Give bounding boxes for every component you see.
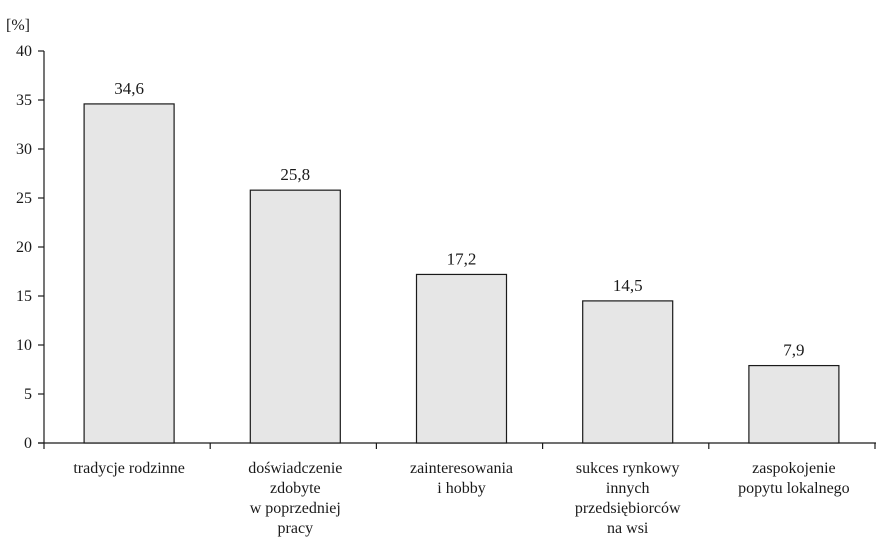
x-category-label-line: tradycje rodzinne: [73, 460, 185, 477]
x-category-label-line: zainteresowania: [410, 460, 513, 477]
data-label: 14,5: [613, 276, 643, 295]
y-tick-label: 5: [24, 386, 32, 403]
y-tick-label: 10: [16, 337, 32, 354]
x-category-label: zaspokojenie popytu lokalnego: [738, 460, 850, 497]
data-label: 34,6: [114, 79, 144, 98]
x-category-label-line: zaspokojenie: [752, 460, 836, 477]
x-category-label: tradycje rodzinne: [73, 460, 185, 477]
bar: [415, 273, 508, 444]
data-label: 25,8: [280, 165, 310, 184]
y-tick-label: 35: [16, 92, 32, 109]
y-tick-label: 30: [16, 141, 32, 158]
x-category-label: doświadczenie zdobyte w poprzedniej pracy: [248, 460, 342, 537]
bar: [249, 189, 341, 444]
x-category-label-line: innych: [606, 480, 650, 497]
bar: [83, 103, 175, 444]
data-label: 17,2: [447, 249, 477, 268]
y-tick-label: 20: [16, 239, 32, 256]
x-category-label: zainteresowania i hobby: [410, 460, 513, 497]
labels: 34,6 tradycje rodzinne 25,8 doświadczenie zd…: [73, 79, 849, 537]
bars: [83, 103, 840, 444]
x-category-label-line: zdobyte: [270, 480, 321, 497]
x-category-label-line: pracy: [278, 520, 314, 537]
x-category-label-line: przedsiębiorców: [575, 500, 681, 517]
bar: [582, 300, 674, 444]
bar: [748, 364, 840, 444]
y-axis-unit-label: [%]: [6, 17, 30, 34]
x-category-label: sukces rynkowy innych przedsiębiorców na ws…: [575, 460, 681, 537]
y-tick-label: 0: [24, 435, 32, 452]
x-category-label-line: sukces rynkowy: [576, 460, 680, 477]
axes: 0 5 10 15 20 25 30 35 40: [16, 43, 876, 452]
y-tick-label: 15: [16, 288, 32, 305]
data-label: 7,9: [783, 341, 804, 360]
x-category-label-line: w poprzedniej: [250, 500, 341, 517]
y-tick-label: 25: [16, 190, 32, 207]
x-category-label-line: popytu lokalnego: [738, 480, 850, 497]
x-category-label-line: na wsi: [607, 520, 649, 537]
y-tick-label: 40: [16, 43, 32, 60]
x-category-label-line: doświadczenie: [248, 460, 342, 477]
x-category-label-line: i hobby: [437, 480, 485, 497]
